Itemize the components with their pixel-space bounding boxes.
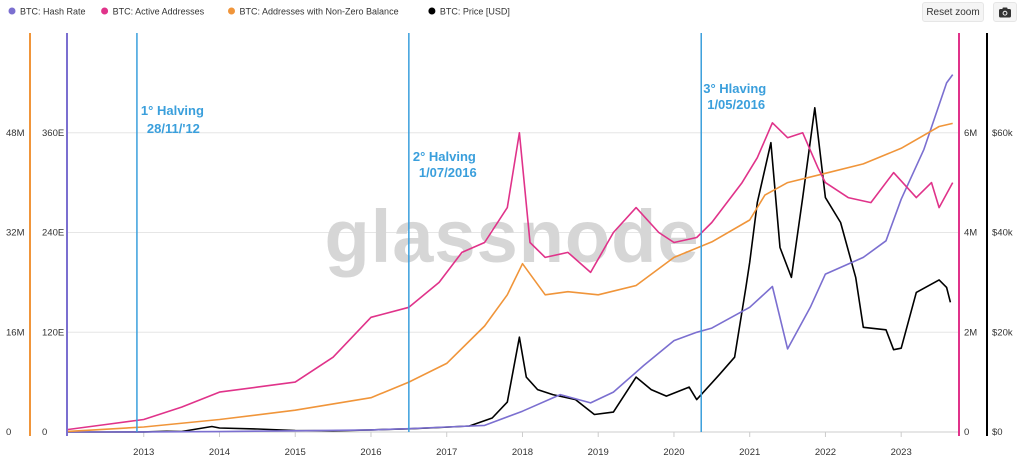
camera-icon[interactable] (993, 2, 1017, 22)
nonzero-tick-label: 48M (6, 128, 25, 139)
legend-item[interactable]: BTC: Hash Rate (8, 7, 86, 17)
halving-label: 1/05/2016 (707, 97, 765, 112)
x-tick-label: 2013 (133, 447, 154, 458)
x-tick-label: 2021 (739, 447, 760, 458)
x-tick-label: 2015 (285, 447, 306, 458)
legend-label: BTC: Price [USD] (440, 7, 510, 17)
active-tick-label: 0 (964, 427, 969, 438)
hashrate-tick-label: 360E (42, 128, 64, 139)
halving-label: 1° Halving (141, 103, 204, 118)
nonzero-tick-label: 16M (6, 327, 25, 338)
x-tick-label: 2016 (360, 447, 381, 458)
legend-label: BTC: Addresses with Non-Zero Balance (240, 7, 399, 17)
x-tick-label: 2014 (209, 447, 230, 458)
active-tick-label: 6M (964, 128, 977, 139)
reset-zoom-button[interactable]: Reset zoom (922, 2, 984, 22)
halving-label: 28/11/'12 (147, 121, 200, 136)
legend-label: BTC: Hash Rate (20, 7, 86, 17)
series-line-nonzero (67, 122, 953, 433)
x-tick-label: 2022 (815, 447, 836, 458)
active-tick-label: 2M (964, 327, 977, 338)
legend-marker (428, 7, 436, 15)
x-tick-label: 2023 (891, 447, 912, 458)
legend-marker (101, 7, 109, 15)
series-line-hashrate (67, 74, 954, 433)
x-tick-label: 2017 (436, 447, 457, 458)
x-tick-label: 2018 (512, 447, 533, 458)
legend-marker (228, 7, 235, 15)
price-tick-label: $20k (992, 327, 1013, 338)
x-tick-label: 2020 (663, 447, 684, 458)
legend-label: BTC: Active Addresses (113, 7, 205, 17)
legend-marker (8, 7, 16, 15)
halving-label: 3° Hlaving (703, 81, 766, 96)
price-tick-label: $40k (992, 228, 1013, 239)
watermark: glassnode (325, 195, 700, 278)
halving-label: 2° Halving (413, 149, 476, 164)
price-tick-label: $60k (992, 128, 1013, 139)
nonzero-tick-label: 32M (6, 228, 25, 239)
legend-item[interactable]: BTC: Active Addresses (101, 7, 205, 17)
legend-item[interactable]: BTC: Addresses with Non-Zero Balance (228, 7, 399, 17)
hashrate-tick-label: 240E (42, 228, 64, 239)
hashrate-tick-label: 120E (42, 327, 64, 338)
series-line-active (67, 122, 954, 431)
x-tick-label: 2019 (588, 447, 609, 458)
nonzero-tick-label: 0 (6, 427, 11, 438)
halving-label: 1/07/2016 (419, 165, 477, 180)
price-tick-label: $0 (992, 427, 1003, 438)
legend-item[interactable]: BTC: Price [USD] (428, 7, 510, 17)
hashrate-tick-label: 0 (42, 427, 47, 438)
active-tick-label: 4M (964, 228, 977, 239)
